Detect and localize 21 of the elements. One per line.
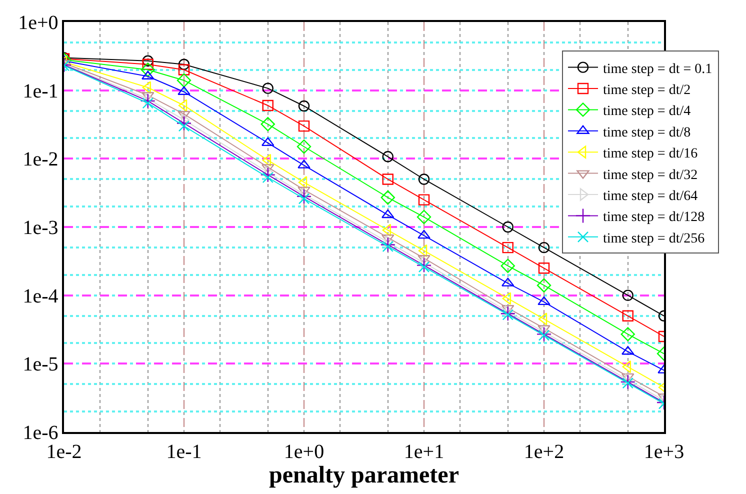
y-tick-label: 1e-2 [22, 148, 58, 171]
legend-label: time step = dt/128 [603, 210, 705, 226]
legend-label: time step = dt/64 [603, 188, 698, 204]
legend-label: time step = dt/2 [603, 82, 691, 98]
x-tick-label: 1e+3 [644, 440, 684, 463]
legend-label: time step = dt/16 [603, 146, 698, 162]
y-tick-label: 1e-4 [22, 285, 58, 308]
legend-label: time step = dt/8 [603, 125, 691, 140]
y-tick-label: 1e-1 [22, 80, 58, 102]
x-tick-label: 1e+2 [524, 440, 564, 463]
x-tick-label: 1e-1 [166, 440, 202, 463]
legend-label: time step = dt/256 [603, 231, 705, 246]
legend-label: time step = dt = 0.1 [603, 62, 712, 77]
legend-label: time step = dt/4 [603, 104, 691, 120]
x-tick-label: 1e+0 [284, 440, 324, 463]
x-axis-title: penalty parameter [269, 462, 460, 489]
x-tick-label: 1e+1 [404, 440, 444, 463]
y-tick-label: 1e-5 [22, 354, 58, 376]
legend-label: time step = dt/32 [603, 168, 698, 183]
y-tick-label: 1e+0 [18, 12, 58, 34]
y-tick-label: 1e-3 [22, 217, 58, 239]
